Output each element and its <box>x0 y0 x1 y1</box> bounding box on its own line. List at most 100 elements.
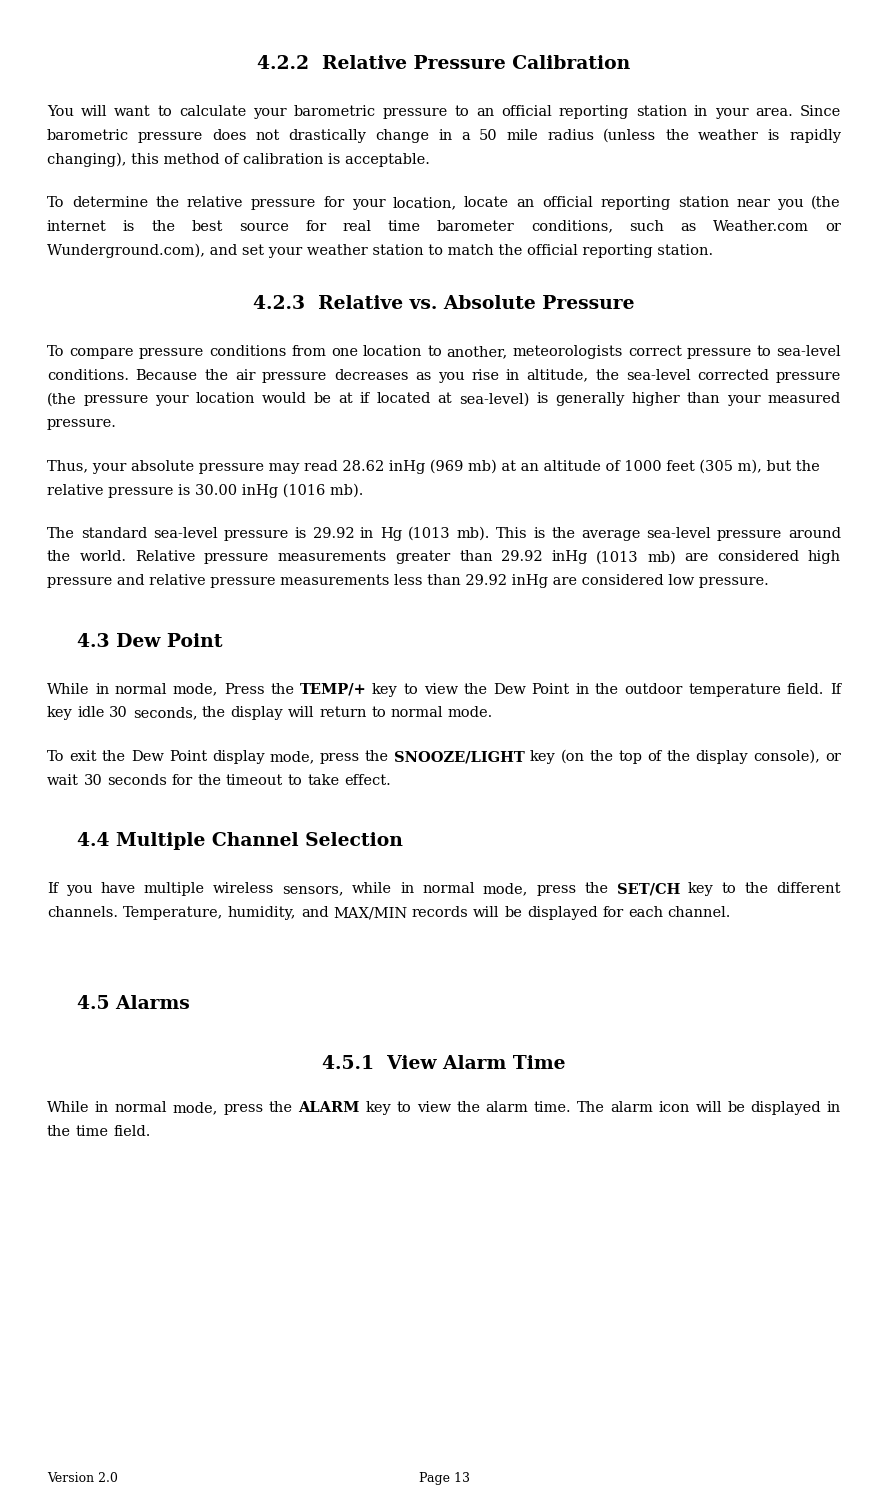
Text: conditions.: conditions. <box>47 368 129 383</box>
Text: have: have <box>101 882 136 897</box>
Text: your: your <box>727 392 761 406</box>
Text: one: one <box>331 344 358 359</box>
Text: Relative: Relative <box>135 551 195 564</box>
Text: in: in <box>95 683 109 696</box>
Text: Hg: Hg <box>380 527 402 540</box>
Text: top: top <box>618 750 642 763</box>
Text: 50: 50 <box>479 129 497 142</box>
Text: multiple: multiple <box>144 882 205 897</box>
Text: Since: Since <box>800 105 841 120</box>
Text: or: or <box>825 750 841 763</box>
Text: barometric: barometric <box>47 129 129 142</box>
Text: sea-level: sea-level <box>646 527 711 540</box>
Text: a: a <box>462 129 470 142</box>
Text: the: the <box>584 882 608 897</box>
Text: to: to <box>157 105 172 120</box>
Text: pressure: pressure <box>250 196 315 210</box>
Text: sea-level: sea-level <box>153 527 218 540</box>
Text: to: to <box>722 882 736 897</box>
Text: in: in <box>95 1100 109 1115</box>
Text: display: display <box>695 750 749 763</box>
Text: pressure: pressure <box>383 105 448 120</box>
Text: Version 2.0: Version 2.0 <box>47 1472 118 1485</box>
Text: decreases: decreases <box>334 368 408 383</box>
Text: time: time <box>75 1124 108 1139</box>
Text: If: If <box>47 882 58 897</box>
Text: pressure: pressure <box>83 392 148 406</box>
Text: mile: mile <box>506 129 538 142</box>
Text: high: high <box>808 551 841 564</box>
Text: your: your <box>253 105 287 120</box>
Text: the: the <box>197 774 221 787</box>
Text: calculate: calculate <box>179 105 246 120</box>
Text: location,: location, <box>392 196 456 210</box>
Text: for: for <box>602 906 623 921</box>
Text: the: the <box>102 750 126 763</box>
Text: be: be <box>727 1100 745 1115</box>
Text: air: air <box>234 368 256 383</box>
Text: rapidly: rapidly <box>789 129 841 142</box>
Text: pressure: pressure <box>717 527 782 540</box>
Text: and: and <box>301 906 329 921</box>
Text: the: the <box>204 368 228 383</box>
Text: Page 13: Page 13 <box>418 1472 470 1485</box>
Text: SNOOZE/LIGHT: SNOOZE/LIGHT <box>394 750 525 763</box>
Text: in: in <box>439 129 453 142</box>
Text: be: be <box>504 906 522 921</box>
Text: the: the <box>269 1100 293 1115</box>
Text: the: the <box>155 196 179 210</box>
Text: is: is <box>294 527 306 540</box>
Text: be: be <box>313 392 331 406</box>
Text: inHg: inHg <box>551 551 588 564</box>
Text: the: the <box>665 129 689 142</box>
Text: To: To <box>47 196 65 210</box>
Text: near: near <box>736 196 770 210</box>
Text: to: to <box>396 1100 411 1115</box>
Text: best: best <box>192 220 223 234</box>
Text: considered: considered <box>718 551 799 564</box>
Text: 4.3 Dew Point: 4.3 Dew Point <box>77 633 223 651</box>
Text: is: is <box>123 220 135 234</box>
Text: pressure and relative pressure measurements less than 29.92 inHg are considered : pressure and relative pressure measureme… <box>47 573 769 588</box>
Text: to: to <box>288 774 303 787</box>
Text: than: than <box>687 392 720 406</box>
Text: world.: world. <box>80 551 126 564</box>
Text: will: will <box>81 105 107 120</box>
Text: official: official <box>501 105 551 120</box>
Text: effect.: effect. <box>344 774 391 787</box>
Text: you: you <box>438 368 464 383</box>
Text: meteorologists: meteorologists <box>512 344 623 359</box>
Text: pressure: pressure <box>138 129 203 142</box>
Text: Point: Point <box>531 683 569 696</box>
Text: console),: console), <box>753 750 821 763</box>
Text: will: will <box>473 906 500 921</box>
Text: 4.2.2  Relative Pressure Calibration: 4.2.2 Relative Pressure Calibration <box>258 55 630 73</box>
Text: channels.: channels. <box>47 906 118 921</box>
Text: seconds,: seconds, <box>132 707 197 720</box>
Text: mode,: mode, <box>173 683 218 696</box>
Text: normal: normal <box>391 707 443 720</box>
Text: Thus, your absolute pressure may read 28.62 inHg (969 mb) at an altitude of 1000: Thus, your absolute pressure may read 28… <box>47 460 820 475</box>
Text: measured: measured <box>768 392 841 406</box>
Text: seconds: seconds <box>107 774 167 787</box>
Text: not: not <box>256 129 280 142</box>
Text: exit: exit <box>69 750 97 763</box>
Text: the: the <box>47 1124 71 1139</box>
Text: station: station <box>636 105 687 120</box>
Text: the: the <box>456 1100 480 1115</box>
Text: is: is <box>533 527 545 540</box>
Text: rise: rise <box>472 368 499 383</box>
Text: 4.5.1  View Alarm Time: 4.5.1 View Alarm Time <box>322 1055 566 1073</box>
Text: you: you <box>777 196 804 210</box>
Text: conditions,: conditions, <box>531 220 613 234</box>
Text: wait: wait <box>47 774 79 787</box>
Text: the: the <box>365 750 389 763</box>
Text: view: view <box>424 683 458 696</box>
Text: reporting: reporting <box>559 105 629 120</box>
Text: display: display <box>212 750 265 763</box>
Text: if: if <box>360 392 369 406</box>
Text: 29.92: 29.92 <box>313 527 354 540</box>
Text: field.: field. <box>114 1124 151 1139</box>
Text: the: the <box>464 683 488 696</box>
Text: or: or <box>825 220 841 234</box>
